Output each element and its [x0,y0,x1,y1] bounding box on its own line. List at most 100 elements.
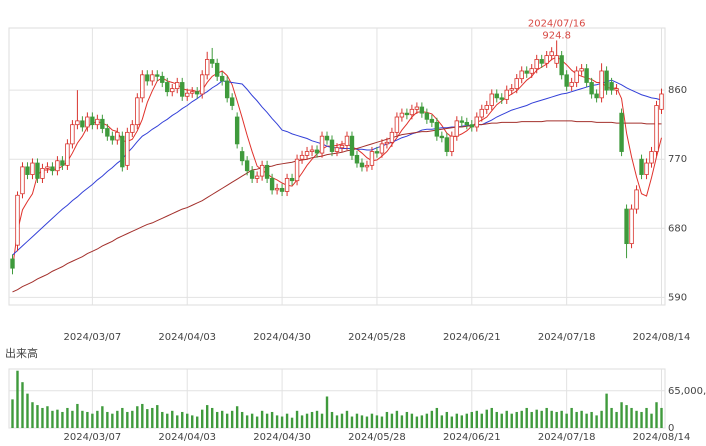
candle-body [544,55,549,64]
candle-body [499,97,504,100]
volume-bar [365,416,369,428]
volume-bar [505,410,508,428]
candle-body [424,112,430,120]
candle-body [244,160,250,172]
candle-body [170,88,175,93]
volume-bar [285,413,289,428]
volume-bar [640,411,643,428]
candle-body [344,135,350,146]
candle-body [125,131,130,166]
candle-body [319,135,325,154]
x-tick-label: 2024/04/03 [158,332,216,343]
volume-bar [320,413,324,428]
price-panel [8,27,666,306]
volume-bar [210,407,214,428]
candle-body [70,124,75,145]
candle-body [200,74,205,95]
candle-body [524,70,529,74]
candle-body [629,208,634,245]
candle-body [559,55,564,76]
candle-body [140,74,145,99]
volume-bar [300,415,304,428]
volume-bar [16,370,19,428]
candle-body [454,120,460,137]
candle-body [604,70,609,91]
y-tick-label: 65,000,000 [668,386,706,397]
volume-bar [121,407,124,428]
volume-bar [131,410,134,428]
volume-bar [460,415,464,428]
candle-body [569,82,574,87]
candle-body [110,135,115,141]
candle-body [534,59,539,70]
volume-bar [485,409,488,428]
candle-body [444,137,450,152]
x-tick-label: 2024/04/30 [253,332,311,343]
candle-body [160,75,165,83]
x-tick-label: 2024/03/07 [64,332,122,343]
volume-bar [245,415,249,428]
candle-body [239,151,245,162]
volume-bar [166,413,169,428]
candle-body [145,74,150,82]
x-tick-label: 2024/07/18 [538,332,596,343]
y-tick-label: 770 [668,154,687,165]
volume-bar [475,410,478,428]
volume-bar [21,382,24,428]
candle-body [399,112,405,118]
volume-bar [560,410,563,428]
volume-bar [111,413,114,428]
volume-bar [445,411,449,428]
candle-body [469,124,474,128]
volume-bar [146,409,149,428]
x-tick-label: 2024/08/14 [633,432,691,443]
x-tick-label: 2024/03/07 [64,432,122,443]
x-tick-label: 2024/05/28 [348,432,406,443]
candle-body [115,131,120,141]
volume-bar [215,411,219,428]
candle-body [284,177,290,192]
candle-body [229,97,235,106]
candle-body [459,120,465,123]
volume-bar [335,415,339,428]
candle-body [195,91,200,95]
volume-bar [305,413,309,428]
candle-body [185,92,190,97]
candle-body [30,162,35,175]
candle-body [299,154,305,160]
volume-bar [410,413,414,428]
candle-body [35,162,40,179]
volume-bar [176,415,179,428]
volume-bar [345,410,349,428]
candle-body [394,116,400,133]
volume-bar [81,410,84,428]
candle-body [389,131,395,143]
candle-body [619,112,624,152]
candle-body [175,82,180,90]
volume-bar [330,411,334,428]
volume-bar [126,411,129,428]
candle-body [264,164,270,179]
volume-bar [620,402,623,428]
x-tick-label: 2024/04/03 [158,432,216,443]
candle-body [369,151,375,166]
candle-body [234,116,240,145]
candle-body [274,187,280,191]
candle-body [404,112,410,116]
candle-body [594,93,599,99]
candle-body [654,105,659,152]
candle-body [214,62,220,77]
volume-bar [350,416,354,428]
volume-bar [151,407,154,428]
x-tick-label: 2024/04/30 [253,432,311,443]
candle-body [554,55,559,64]
candle-body [484,105,489,110]
volume-bar [235,406,239,428]
volume-bar [116,410,119,428]
candle-body [419,106,425,114]
volume-bar [156,405,159,428]
volume-bar [295,410,299,428]
candle-body [324,135,330,141]
volume-bar [525,407,528,428]
candle-body [599,70,604,99]
